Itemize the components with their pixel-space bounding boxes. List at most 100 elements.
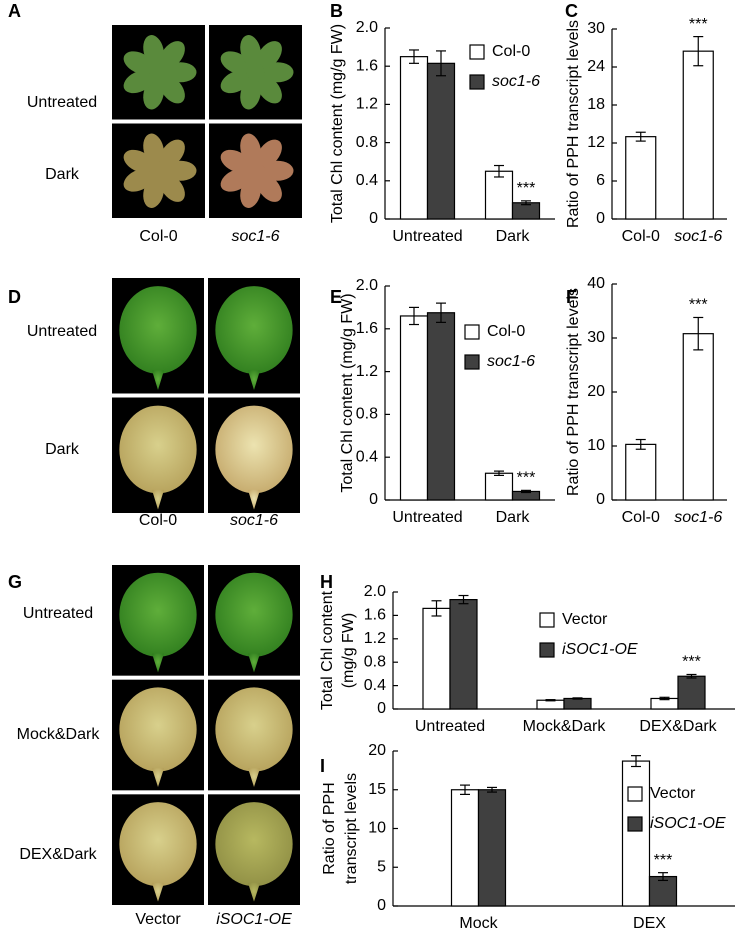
- x-tick-label: Untreated: [415, 718, 485, 735]
- panel-label: B: [330, 1, 343, 21]
- bar: [426, 62, 456, 220]
- y-axis-label: (mg/g FW): [340, 613, 357, 689]
- significance-label: ***: [689, 16, 708, 33]
- row-label: Untreated: [27, 94, 97, 111]
- leaf: [159, 173, 185, 202]
- y-axis-label: Total Chl content (mg/g FW): [339, 293, 356, 492]
- leaf: [256, 173, 282, 202]
- leaf-center: [246, 161, 265, 180]
- bar: [484, 170, 514, 220]
- petiole: [248, 653, 260, 673]
- leaf: [215, 802, 293, 887]
- y-tick-label: 0: [369, 491, 378, 508]
- bar: [621, 760, 651, 907]
- y-tick-label: 1.2: [364, 630, 386, 647]
- y-tick-label: 0: [596, 210, 605, 227]
- bar: [682, 333, 714, 501]
- leaf: [119, 687, 197, 772]
- x-tick-label: DEX: [633, 915, 666, 931]
- bar: [682, 50, 714, 220]
- row-label: Untreated: [23, 605, 93, 622]
- y-tick-label: 1.6: [356, 320, 378, 337]
- y-tick-label: 0.8: [356, 406, 378, 423]
- y-tick-label: 30: [587, 329, 605, 346]
- leaf: [123, 70, 154, 94]
- legend-swatch: [539, 642, 555, 658]
- legend-label: iSOC1-OE: [562, 641, 638, 658]
- bar: [625, 443, 657, 501]
- significance-label: ***: [517, 470, 536, 487]
- leaf: [159, 75, 185, 104]
- y-tick-label: 10: [587, 437, 605, 454]
- leaf: [159, 41, 185, 70]
- y-tick-label: 15: [368, 781, 386, 798]
- panel-label: C: [565, 1, 578, 21]
- bar: [399, 315, 429, 501]
- leaf: [240, 35, 261, 67]
- x-tick-label: Dark: [496, 509, 531, 526]
- leaf: [240, 133, 261, 166]
- bar: [536, 699, 565, 710]
- legend-swatch: [627, 786, 643, 802]
- legend-label: Vector: [562, 611, 608, 628]
- bar: [426, 312, 456, 501]
- y-tick-label: 6: [596, 172, 605, 189]
- y-tick-label: 40: [587, 275, 605, 292]
- leaf-center: [149, 63, 168, 82]
- legend-swatch: [469, 74, 485, 90]
- x-tick-label: soc1-6: [674, 509, 722, 526]
- legend-swatch: [464, 354, 480, 370]
- y-tick-label: 2.0: [356, 277, 378, 294]
- panel-label: A: [8, 1, 21, 21]
- y-tick-label: 0.4: [356, 448, 378, 465]
- y-tick-label: 2.0: [356, 19, 378, 36]
- bar: [677, 675, 706, 710]
- y-tick-label: 0: [596, 491, 605, 508]
- x-tick-label: Mock&Dark: [523, 718, 607, 735]
- leaf: [159, 139, 185, 168]
- leaf-center: [246, 63, 265, 82]
- y-tick-label: 18: [587, 96, 605, 113]
- leaf: [220, 168, 251, 192]
- y-tick-label: 0: [377, 700, 386, 717]
- leaf: [256, 41, 282, 70]
- y-tick-label: 0: [369, 210, 378, 227]
- legend-label: Col-0: [492, 43, 530, 60]
- y-tick-label: 0.4: [364, 677, 386, 694]
- bar: [399, 56, 429, 220]
- column-label: soc1-6: [231, 228, 279, 245]
- legend-swatch: [469, 44, 485, 60]
- legend-label: soc1-6: [492, 73, 540, 90]
- bar: [422, 607, 451, 710]
- y-tick-label: 1.6: [364, 607, 386, 624]
- legend-label: Col-0: [487, 323, 525, 340]
- y-axis-label: transcript levels: [343, 773, 360, 884]
- panel-label: G: [8, 572, 22, 592]
- leaf: [119, 405, 197, 494]
- legend-label: iSOC1-OE: [650, 815, 726, 832]
- bar: [449, 599, 478, 710]
- legend-label: soc1-6: [487, 353, 535, 370]
- x-tick-label: Mock: [459, 915, 498, 931]
- panel-label: E: [330, 287, 342, 307]
- leaf: [119, 286, 197, 374]
- leaf: [215, 687, 293, 772]
- bar: [625, 136, 657, 220]
- petiole: [152, 370, 164, 391]
- y-tick-label: 10: [368, 820, 386, 837]
- legend-label: Vector: [650, 785, 696, 802]
- leaf: [256, 139, 282, 168]
- petiole: [248, 370, 260, 391]
- y-tick-label: 30: [587, 20, 605, 37]
- significance-label: ***: [654, 852, 673, 869]
- petiole: [152, 653, 164, 673]
- legend-swatch: [539, 612, 555, 628]
- y-tick-label: 1.2: [356, 363, 378, 380]
- leaf: [119, 572, 197, 657]
- x-tick-label: DEX&Dark: [639, 718, 717, 735]
- leaf: [256, 75, 282, 104]
- y-tick-label: 2.0: [364, 583, 386, 600]
- panel-label: F: [566, 287, 577, 307]
- leaf: [215, 286, 293, 374]
- x-tick-label: Col-0: [622, 509, 660, 526]
